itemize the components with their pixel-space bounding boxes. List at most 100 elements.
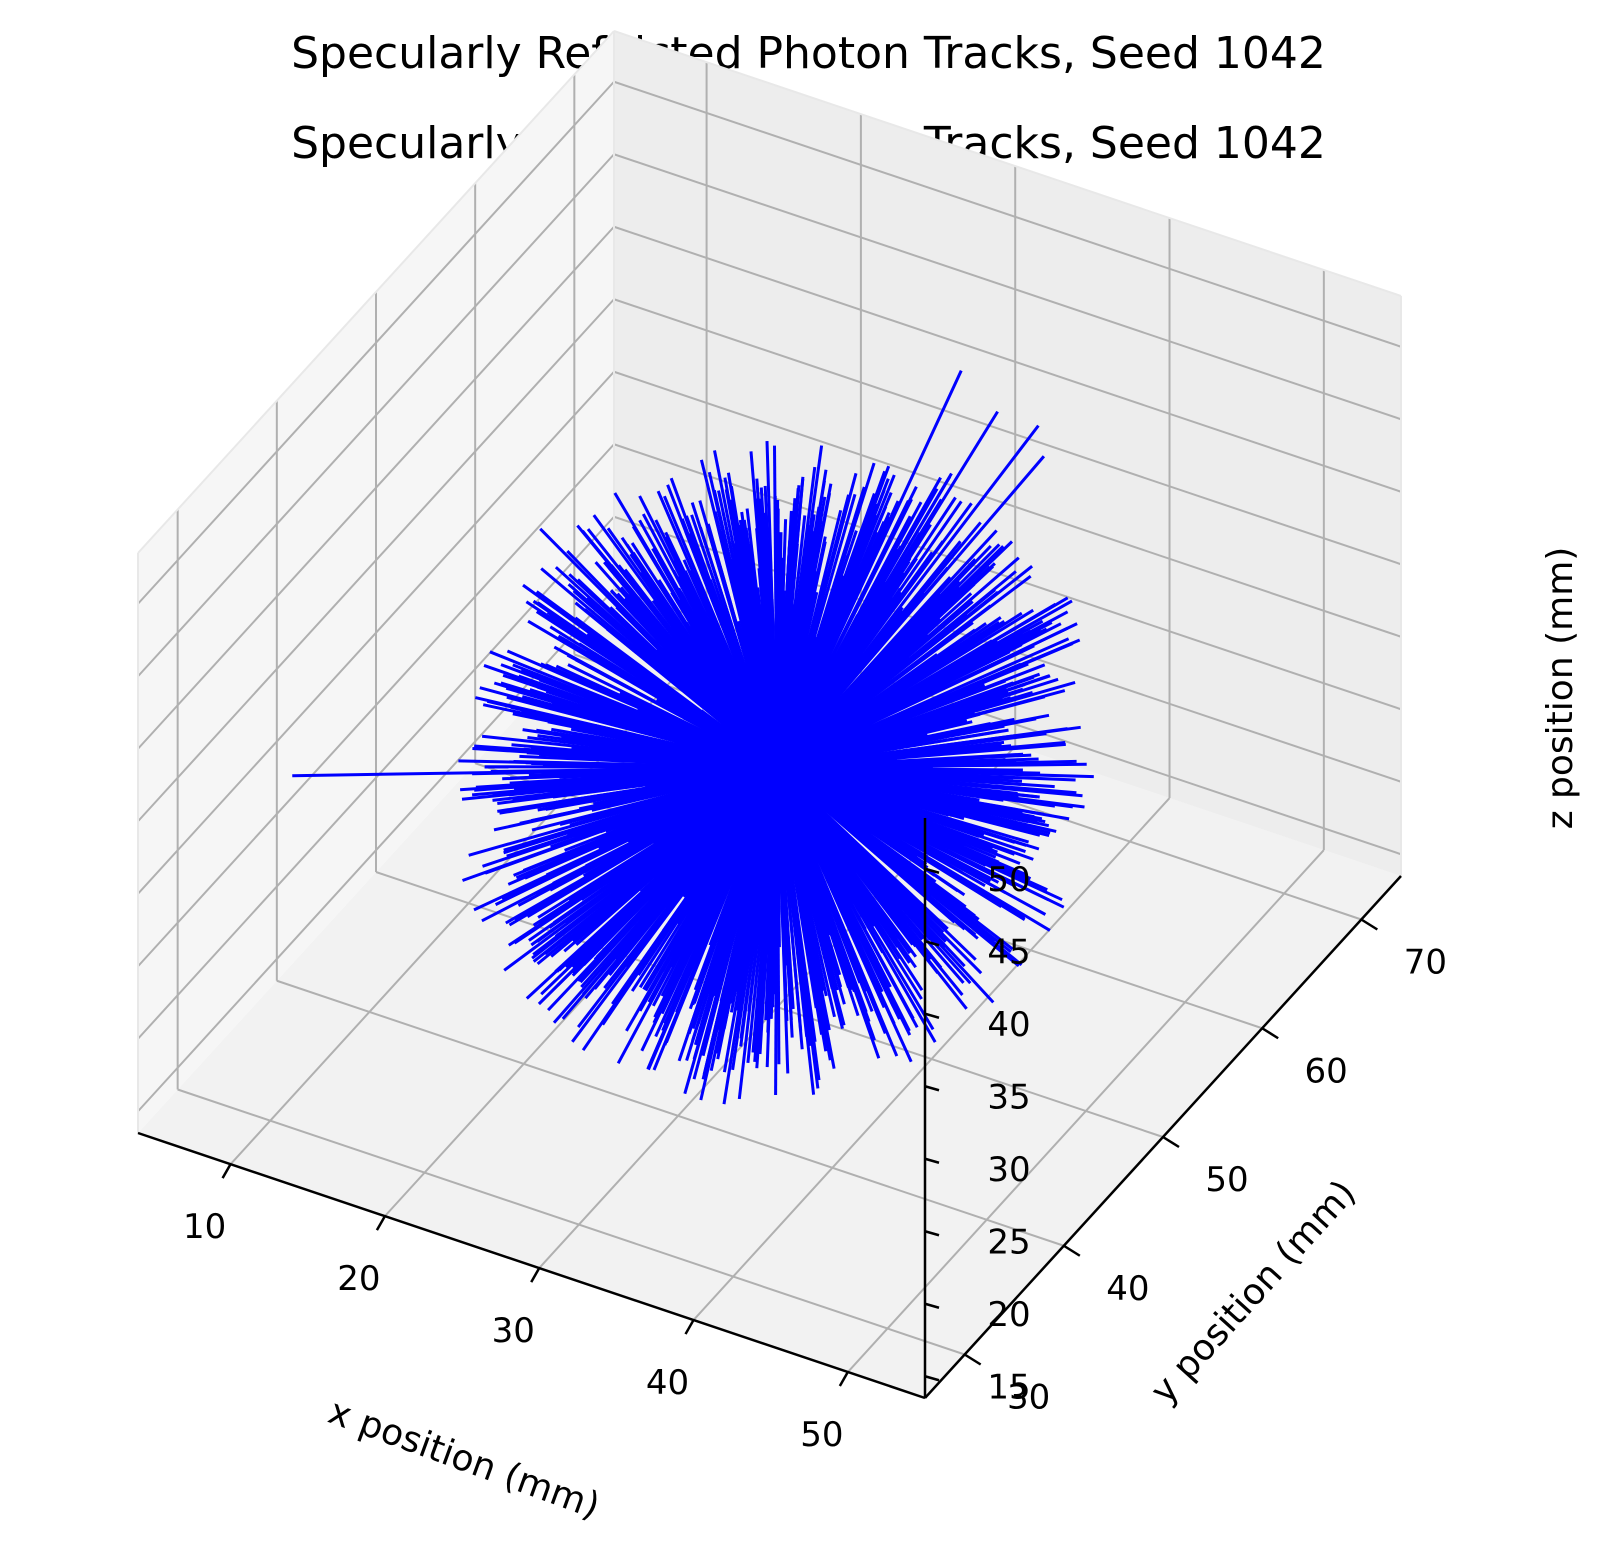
photon-track: [578, 766, 778, 792]
x-tick: [838, 1371, 849, 1387]
photon-track: [775, 515, 807, 768]
y-tick: [964, 1353, 982, 1366]
photon-track: [580, 766, 779, 901]
x-tick-label: 30: [492, 1311, 535, 1351]
x-tick: [530, 1267, 541, 1283]
z-tick: [924, 1230, 940, 1237]
z-tick-label: 30: [987, 1150, 1030, 1190]
photon-track: [601, 766, 779, 1026]
photon-track: [639, 571, 779, 769]
photon-track: [775, 767, 789, 966]
photon-track: [777, 766, 990, 788]
grid-y-floor: [177, 1088, 965, 1356]
photon-track: [572, 676, 778, 770]
photon-track: [535, 590, 779, 770]
z-tick-label: 20: [987, 1295, 1030, 1335]
grid-z-back: [613, 370, 1402, 638]
chart-title: Specularly Refelcted Photon Tracks, Seed…: [291, 28, 1326, 79]
z-tick-label: 15: [987, 1367, 1030, 1407]
photon-track: [776, 766, 848, 836]
photon-track: [776, 682, 1026, 770]
photon-track: [709, 767, 779, 1072]
grid-z-back: [613, 298, 1402, 566]
x-tick-label: 40: [646, 1363, 689, 1403]
photon-tracks: [292, 370, 1094, 1105]
y-tick: [1162, 1135, 1180, 1149]
photon-track: [653, 767, 779, 1018]
photon-track-outlier: [776, 455, 1046, 769]
y-tick-label: 30: [1007, 1378, 1050, 1418]
photon-track: [775, 483, 833, 769]
photon-track-outlier: [292, 766, 778, 778]
grid-z-left: [137, 226, 615, 750]
x-axis-label: x position (mm): [323, 1391, 605, 1527]
photon-track: [567, 663, 778, 770]
grid-z-back: [613, 153, 1402, 421]
photon-track: [775, 465, 891, 769]
photon-track: [521, 709, 778, 770]
z-axis-label: z position (mm): [1540, 547, 1581, 830]
grid-y-floor: [276, 979, 1065, 1247]
photon-track-outlier: [775, 410, 999, 769]
photon-track: [776, 580, 961, 769]
y-tick-label: 40: [1106, 1269, 1149, 1309]
z-tick: [924, 1157, 940, 1164]
x-tick-label: 10: [183, 1207, 226, 1247]
x-tick: [684, 1319, 695, 1335]
photon-track: [565, 766, 779, 969]
z-tick: [924, 1085, 940, 1092]
photon-track: [607, 566, 779, 769]
photon-track: [484, 766, 778, 875]
photon-track: [570, 727, 778, 770]
photon-track: [747, 767, 779, 1012]
x-axis-line: [137, 1131, 926, 1400]
y-tick: [1063, 1244, 1081, 1257]
photon-track: [776, 620, 1006, 770]
grid-z-left: [137, 153, 615, 677]
photon-track: [527, 736, 778, 770]
photon-track: [680, 518, 779, 769]
grid-z-left: [137, 81, 615, 605]
photon-track: [760, 604, 779, 768]
y-tick: [1261, 1027, 1279, 1040]
z-tick: [924, 940, 940, 947]
photon-track: [776, 641, 1074, 770]
photon-track: [775, 767, 885, 954]
z-tick: [924, 1012, 940, 1019]
x-tick: [221, 1163, 232, 1179]
photon-track: [775, 767, 850, 988]
x-tick: [375, 1215, 386, 1231]
x-tick-label: 20: [337, 1259, 380, 1299]
grid-z-left: [137, 298, 615, 822]
photon-track: [564, 766, 779, 925]
photon-track: [551, 614, 779, 770]
photon-track: [776, 766, 924, 947]
x-tick-label: 50: [800, 1415, 843, 1455]
y-axis-label: y position (mm): [1143, 1173, 1364, 1412]
grid-z-left: [137, 516, 615, 1040]
photon-track: [776, 766, 1026, 921]
grid-z-left: [137, 371, 615, 895]
photon-track: [718, 767, 779, 935]
photon-track: [506, 695, 778, 770]
grid-z-back: [613, 225, 1402, 493]
z-tick-label: 35: [987, 1077, 1030, 1117]
photon-track: [776, 766, 940, 895]
z-tick-label: 50: [987, 860, 1030, 900]
grid-z-left: [137, 443, 615, 967]
z-tick: [924, 867, 940, 874]
photon-track: [603, 766, 778, 824]
pane-edge: [613, 30, 1402, 297]
photon-track-outlier: [539, 527, 779, 769]
y-tick-label: 70: [1404, 943, 1447, 983]
photon-track: [775, 767, 844, 1029]
z-tick-label: 25: [987, 1222, 1030, 1262]
z-tick-label: 40: [987, 1005, 1030, 1045]
y-tick: [1360, 918, 1378, 931]
photon-track: [776, 766, 923, 791]
photon-track: [775, 767, 864, 937]
photon-track: [775, 636, 818, 769]
photon-track: [716, 766, 778, 805]
photon-track: [513, 766, 778, 877]
